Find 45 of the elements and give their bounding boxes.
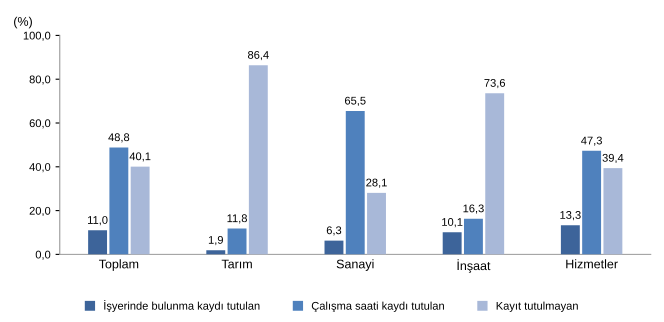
legend-label: Çalışma saati kaydı tutulan (312, 302, 444, 312)
data-label: 10,1 (442, 218, 462, 228)
legend-label: Kayıt tutulmayan (496, 302, 578, 312)
legend-label: İşyerinde bulunma kaydı tutulan (104, 300, 260, 312)
data-label: 11,8 (227, 214, 247, 224)
bar (560, 225, 580, 254)
bar (582, 150, 602, 254)
data-label: 48,8 (108, 133, 130, 142)
bar (109, 148, 128, 254)
y-tick-label: 40,0 (29, 163, 50, 172)
y-tick-label: 80,0 (30, 75, 50, 85)
bar (485, 93, 504, 254)
data-label: 65,5 (344, 96, 366, 106)
x-tick-label: Toplam (98, 259, 138, 271)
data-label: 47,3 (581, 136, 602, 146)
y-tick-label: 0,0 (36, 250, 50, 260)
data-label: 16,3 (463, 204, 484, 214)
data-label: 28,1 (366, 178, 387, 188)
data-label: 1,9 (208, 236, 223, 246)
data-label: 6,3 (326, 226, 342, 236)
bar (228, 228, 247, 254)
data-label: 39,4 (602, 154, 624, 164)
x-tick-label: Hizmetler (566, 259, 618, 268)
data-label: 86,4 (248, 50, 269, 60)
x-tick-label: Sanayi (336, 259, 374, 271)
data-label: 11,0 (88, 216, 108, 226)
bar (367, 192, 386, 254)
y-tick-label: 60,0 (30, 119, 50, 128)
bar (603, 168, 622, 254)
bar (324, 240, 344, 254)
bar (442, 232, 462, 254)
bar (130, 166, 150, 254)
y-axis-title: (%) (14, 16, 32, 28)
bar (346, 110, 365, 254)
y-tick-label: 20,0 (30, 206, 50, 216)
data-label: 40,1 (130, 152, 150, 162)
x-tick-label: Tarım (222, 260, 252, 268)
bar (248, 65, 268, 254)
data-label: 73,6 (484, 78, 506, 88)
x-tick-label: İnşaat (458, 259, 490, 273)
bar (88, 230, 108, 254)
data-label: 13,3 (560, 211, 581, 220)
y-tick-label: 100,0 (24, 32, 50, 41)
bar (206, 250, 226, 254)
bar (464, 218, 483, 254)
